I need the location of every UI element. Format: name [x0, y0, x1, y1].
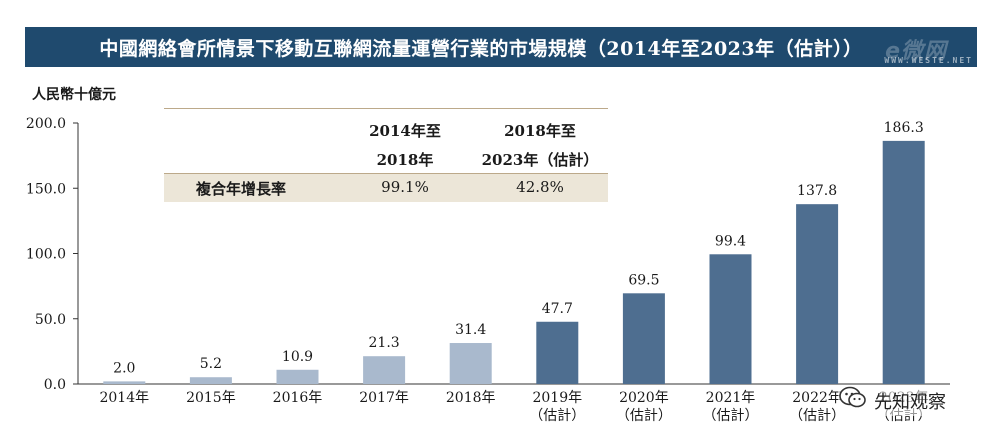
wechat-icon — [838, 385, 868, 416]
x-tick-label: 2019年 — [532, 390, 582, 406]
x-tick-sublabel: （估計） — [789, 408, 845, 424]
wechat-badge: 先知观察 — [838, 385, 946, 416]
bar-value-label: 137.8 — [797, 183, 837, 199]
y-tick-label: 200.0 — [26, 116, 66, 132]
x-tick-sublabel: （估計） — [703, 408, 759, 424]
x-tick-label: 2022年 — [792, 390, 842, 406]
bar-value-label: 5.2 — [200, 356, 222, 372]
cagr-header-2-line2: 2023年（估計） — [481, 151, 599, 169]
x-tick-label: 2021年 — [706, 390, 756, 406]
x-tick-label: 2015年 — [186, 390, 236, 406]
y-axis-unit-label: 人民幣十億元 — [32, 87, 116, 103]
cagr-value-2018-2023: 42.8% — [516, 178, 564, 196]
bar-value-label: 47.7 — [542, 301, 573, 317]
bar — [363, 356, 406, 384]
x-tick-label: 2016年 — [273, 390, 323, 406]
bar — [882, 140, 925, 384]
cagr-row: 複合年增長率 99.1% 42.8% — [164, 173, 608, 202]
cagr-row-label: 複合年增長率 — [196, 180, 287, 198]
cagr-value-2014-2018: 99.1% — [381, 178, 429, 196]
x-tick-sublabel: （估計） — [529, 408, 585, 424]
bar — [276, 369, 319, 384]
bar-value-label: 2.0 — [113, 360, 135, 376]
bar — [622, 293, 665, 384]
bar — [536, 321, 579, 384]
watermark-url: WWW.WESTE.NET — [884, 56, 973, 65]
bar-value-label: 69.5 — [628, 272, 659, 288]
y-tick-label: 100.0 — [26, 247, 66, 263]
x-tick-label: 2017年 — [359, 390, 409, 406]
cagr-header-2-line1: 2018年至 — [504, 122, 576, 140]
bar — [449, 343, 492, 384]
cagr-header-1-line1: 2014年至 — [369, 122, 441, 140]
bar — [103, 381, 146, 384]
y-tick-label: 50.0 — [35, 312, 66, 328]
cagr-header-1-line2: 2018年 — [376, 151, 434, 169]
bar — [189, 377, 232, 384]
bar-value-label: 21.3 — [369, 335, 400, 351]
x-tick-sublabel: （估計） — [616, 408, 672, 424]
y-tick-label: 0.0 — [44, 377, 66, 393]
wechat-badge-text: 先知观察 — [874, 391, 946, 413]
bar — [709, 254, 752, 384]
bar-value-label: 31.4 — [455, 322, 486, 338]
y-tick-label: 150.0 — [26, 181, 66, 197]
chart-title: 中國網絡會所情景下移動互聯網流量運營行業的市場規模（2014年至2023年（估計… — [99, 37, 863, 60]
bar-value-label: 10.9 — [282, 349, 313, 365]
watermark-logo: e微网 — [885, 39, 947, 64]
x-tick-label: 2020年 — [619, 390, 669, 406]
bar-value-label: 99.4 — [715, 233, 746, 249]
chart-title-bar: 中國網絡會所情景下移動互聯網流量運營行業的市場規模（2014年至2023年（估計… — [25, 27, 977, 67]
bar — [796, 204, 839, 384]
cagr-header-2014-2018: 2014年至 2018年 — [350, 117, 460, 175]
cagr-header-2018-2023: 2018年至 2023年（估計） — [476, 117, 604, 175]
cagr-table: 2014年至 2018年 2018年至 2023年（估計） 複合年增長率 99.… — [164, 108, 608, 202]
bar-value-label: 186.3 — [884, 120, 924, 136]
x-tick-label: 2014年 — [99, 390, 149, 406]
x-tick-label: 2018年 — [446, 390, 496, 406]
